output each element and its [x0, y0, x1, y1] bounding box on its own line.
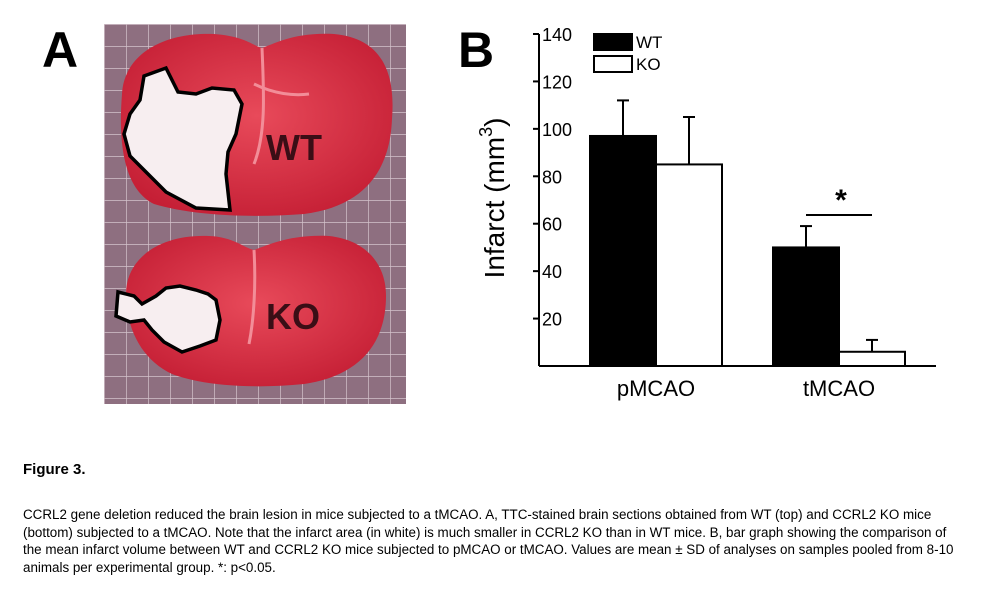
- legend-label-ko: KO: [636, 55, 661, 74]
- wt-label: WT: [266, 127, 322, 168]
- legend-label-wt: WT: [636, 33, 662, 52]
- bar-wt-tmcao: [772, 246, 840, 367]
- significance-marker: *: [835, 184, 847, 217]
- legend-swatch-wt: [593, 33, 633, 51]
- y-axis-label: Infarct (mm3): [476, 118, 510, 279]
- panel-a-label: A: [42, 22, 79, 78]
- chart-bars: *: [589, 99, 906, 367]
- figure-caption: CCRL2 gene deletion reduced the brain le…: [23, 507, 954, 575]
- wt-infarct-outline: [122, 65, 244, 212]
- ko-label: KO: [266, 296, 320, 337]
- ko-infarct-outline: [114, 284, 222, 354]
- bar-ko-tmcao: [838, 350, 906, 367]
- brain-sections-photo: WT KO: [104, 24, 406, 404]
- infarct-bar-chart: 20 40 60 80 100 120 140 pMCAO tMCAO * WT KO Infar…: [476, 25, 936, 401]
- y-tick-label: 40: [542, 262, 562, 282]
- figure-title: Figure 3.: [23, 461, 86, 478]
- x-tick-label: pMCAO: [617, 376, 695, 401]
- chart-axes: 20 40 60 80 100 120 140 pMCAO tMCAO: [533, 25, 936, 401]
- y-tick-label: 140: [542, 25, 572, 45]
- panel-b-label: B: [458, 22, 495, 78]
- legend-swatch-ko: [593, 55, 633, 73]
- x-tick-label: tMCAO: [803, 376, 875, 401]
- y-tick-label: 20: [542, 310, 562, 330]
- y-tick-label: 60: [542, 215, 562, 235]
- bar-wt-pmcao: [589, 134, 657, 367]
- y-tick-label: 100: [542, 120, 572, 140]
- y-tick-label: 120: [542, 72, 572, 92]
- y-tick-label: 80: [542, 167, 562, 187]
- bar-ko-pmcao: [655, 163, 723, 367]
- chart-legend: WT KO: [593, 33, 662, 74]
